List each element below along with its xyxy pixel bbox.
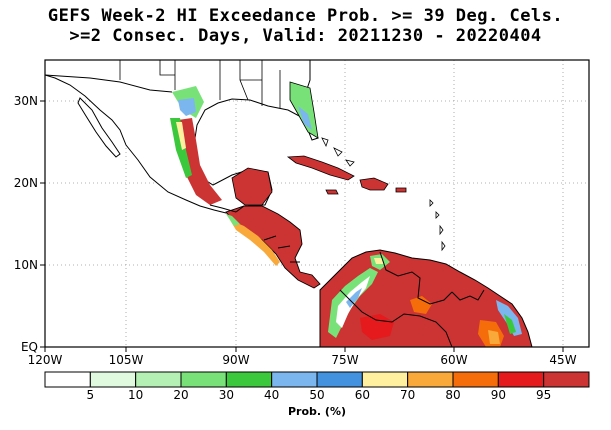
colorbar-swatch [497, 371, 545, 388]
lat-label-30n: 30N [14, 94, 38, 108]
graticule [45, 60, 589, 347]
amazon-red [360, 314, 394, 340]
lon-label-45w: 45W [549, 353, 576, 367]
colorbar-swatch [271, 371, 318, 388]
colorbar-swatch [361, 371, 409, 388]
colorbar-label: 20 [173, 388, 188, 402]
country-borders [45, 74, 485, 347]
colorbar-label: 50 [309, 388, 324, 402]
lon-label-105w: 105W [109, 353, 144, 367]
colorbar-swatch [89, 371, 137, 388]
colorbar-swatch [225, 371, 273, 388]
puerto-rico [395, 187, 407, 193]
mexico-east-edge [176, 122, 186, 150]
amazon-orange [410, 296, 432, 314]
colorbar-swatch [407, 371, 454, 388]
lon-label-75w: 75W [331, 353, 358, 367]
map-layers [45, 60, 589, 347]
mexico-east-border [170, 118, 192, 178]
colorbar-swatch [452, 371, 499, 388]
central-america-pacific-edge [230, 220, 280, 266]
lat-label-20n: 20N [14, 176, 38, 190]
colorbar-title: Prob. (%) [288, 405, 346, 418]
colorbar-label: 80 [445, 388, 460, 402]
map-title-line1: GEFS Week-2 HI Exceedance Prob. >= 39 De… [47, 6, 564, 26]
colorbar-swatch [316, 371, 363, 388]
lat-label-10n: 10N [14, 258, 38, 272]
lon-label-60w: 60W [440, 353, 467, 367]
central-america-pacific-green [226, 214, 240, 226]
colorbar: 5 10 20 30 40 50 60 70 80 90 95 [44, 371, 590, 402]
baja-california [77, 97, 121, 158]
bahamas [321, 137, 355, 167]
colorbar-swatch [543, 371, 590, 388]
jamaica [325, 189, 339, 195]
colorbar-swatch [44, 371, 91, 388]
lon-label-90w: 90W [222, 353, 249, 367]
lesser-antilles [429, 199, 446, 252]
colorbar-swatch [180, 371, 227, 388]
us-state-borders [119, 60, 281, 108]
colorbar-swatch [135, 371, 182, 388]
cuba [286, 155, 355, 181]
map-frame [44, 59, 590, 348]
lon-label-120w: 120W [28, 353, 63, 367]
mexico-east-prob [178, 118, 222, 205]
colorbar-label: 60 [355, 388, 370, 402]
colorbar-label: 30 [219, 388, 234, 402]
colorbar-label: 5 [87, 388, 95, 402]
colorbar-label: 40 [264, 388, 279, 402]
florida-prob [289, 81, 319, 139]
florida-blue [298, 106, 312, 130]
hispaniola [359, 177, 389, 191]
brazil-interior-yellow [488, 330, 500, 344]
colorbar-label: 70 [400, 388, 415, 402]
brazil-coast-green [504, 314, 516, 334]
andes-prob-blue [346, 288, 362, 308]
colorbar-label: 10 [128, 388, 143, 402]
maracaibo-yellow [374, 258, 384, 264]
map-title-line2: >=2 Consec. Days, Valid: 20211230 - 2022… [69, 26, 542, 46]
texas-coast-blue [178, 98, 196, 116]
colorbar-label: 90 [491, 388, 506, 402]
axis-ticks [40, 100, 564, 352]
yucatan-prob [231, 167, 273, 206]
lat-label-eq: EQ [21, 340, 38, 354]
colorbar-label: 95 [536, 388, 551, 402]
